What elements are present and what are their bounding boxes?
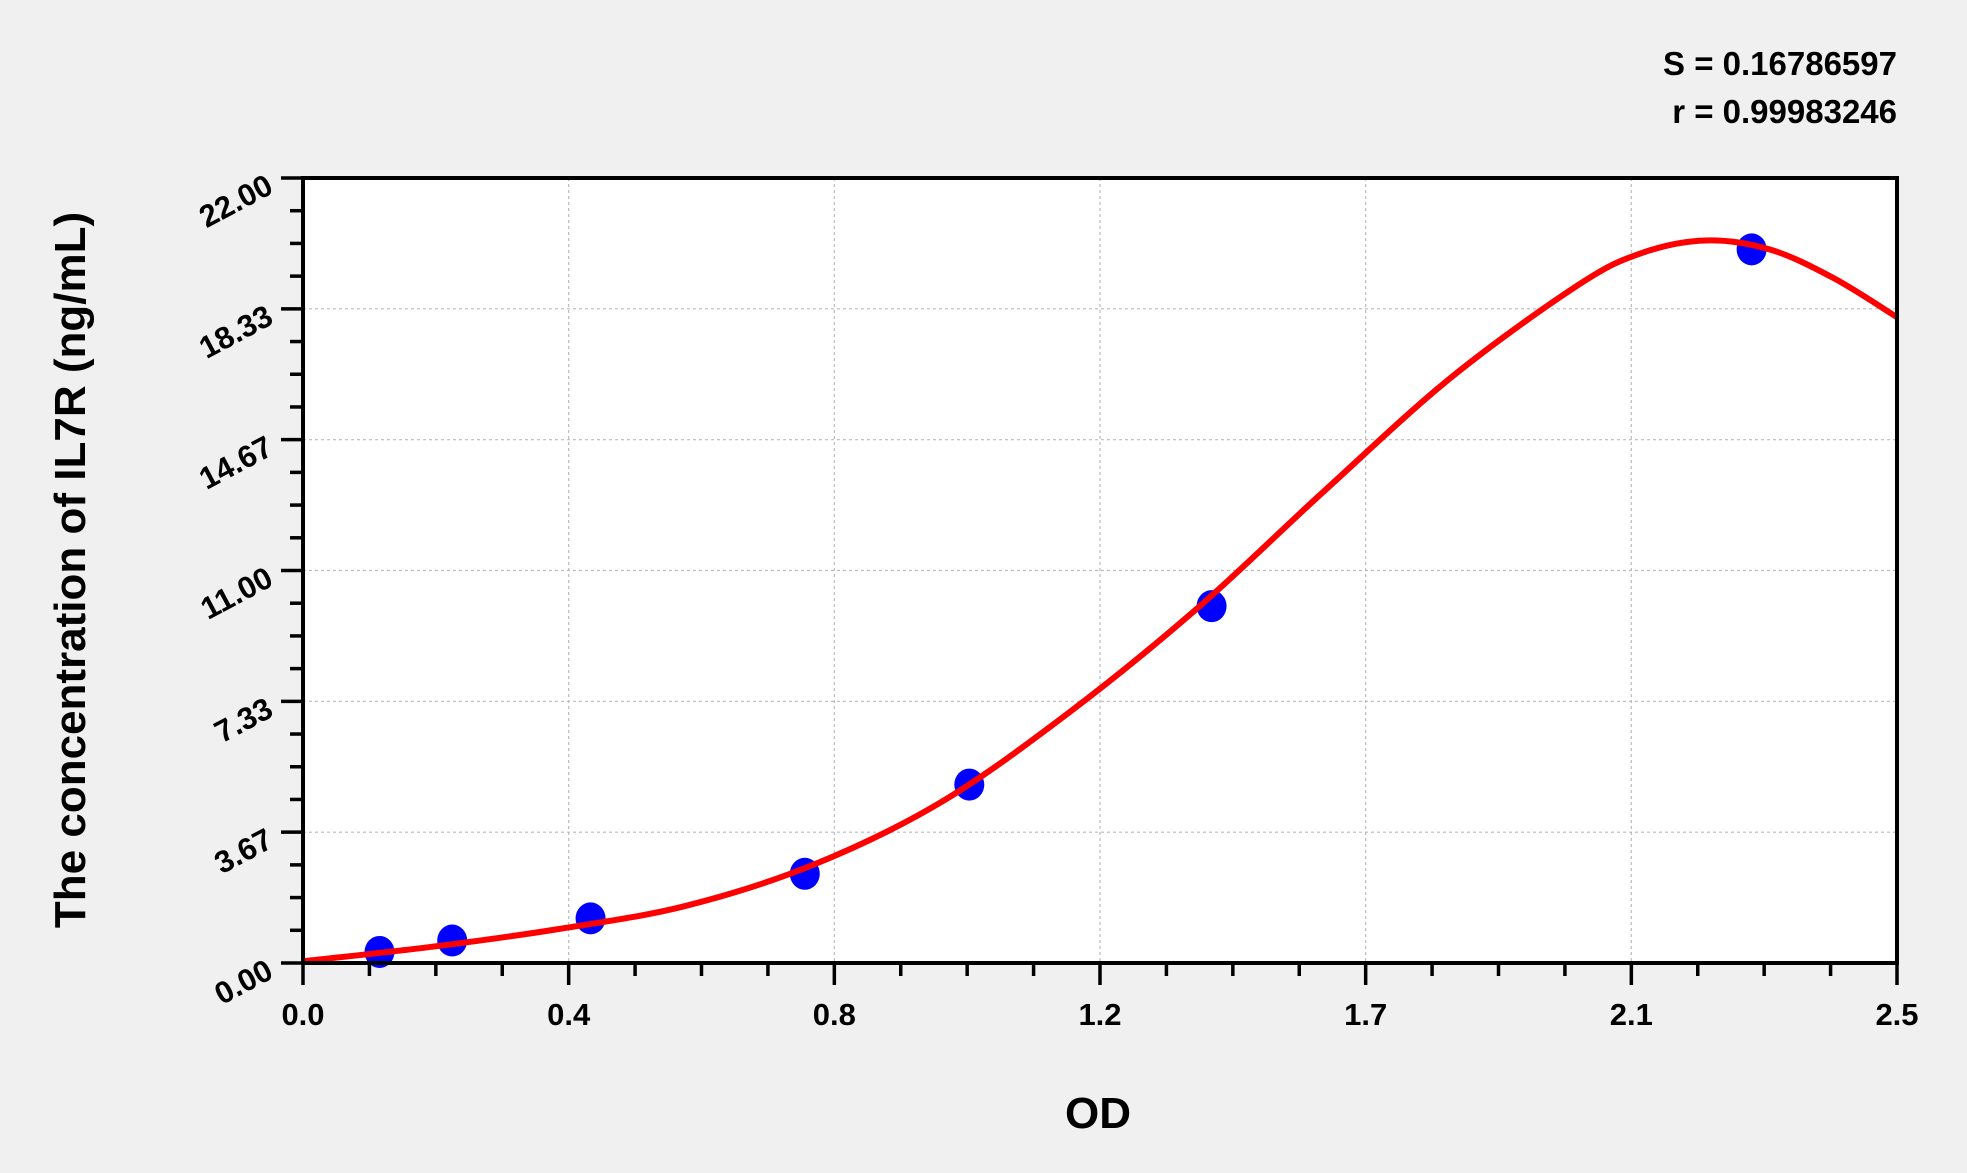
y-tick-label: 14.67 <box>193 429 278 496</box>
stat-r: r = 0.99983246 <box>1672 93 1897 130</box>
y-tick-label: 7.33 <box>209 691 279 750</box>
data-point <box>575 902 606 935</box>
stat-s: S = 0.16786597 <box>1663 45 1897 82</box>
x-tick-label: 0.4 <box>547 997 591 1032</box>
y-tick-label: 18.33 <box>193 298 278 365</box>
axis-ticks <box>281 176 1899 985</box>
fit-curve <box>302 237 1899 965</box>
x-tick-label: 2.5 <box>1875 997 1918 1032</box>
x-tick-label: 0.0 <box>281 997 324 1032</box>
y-tick-label: 22.00 <box>193 167 278 234</box>
x-tick-label: 0.8 <box>813 997 856 1032</box>
y-tick-label: 0.00 <box>209 952 279 1011</box>
x-tick-label: 1.2 <box>1078 997 1121 1032</box>
y-tick-labels: 0.00 3.67 7.33 11.00 14.67 18.33 22.00 <box>193 167 278 1011</box>
x-tick-label: 2.1 <box>1610 997 1653 1032</box>
y-tick-label: 3.67 <box>209 821 279 880</box>
grid-lines <box>303 178 1897 963</box>
x-axis-title: OD <box>1065 1089 1131 1138</box>
y-tick-label: 11.00 <box>195 560 278 627</box>
data-point <box>437 924 468 957</box>
data-point <box>1196 590 1227 623</box>
x-tick-labels: 0.0 0.4 0.8 1.2 1.7 2.1 2.5 <box>281 997 1918 1032</box>
x-tick-label: 1.7 <box>1344 997 1387 1032</box>
y-axis-title: The concentration of IL7R (ng/mL) <box>46 212 95 928</box>
plot-frame <box>301 176 1899 965</box>
